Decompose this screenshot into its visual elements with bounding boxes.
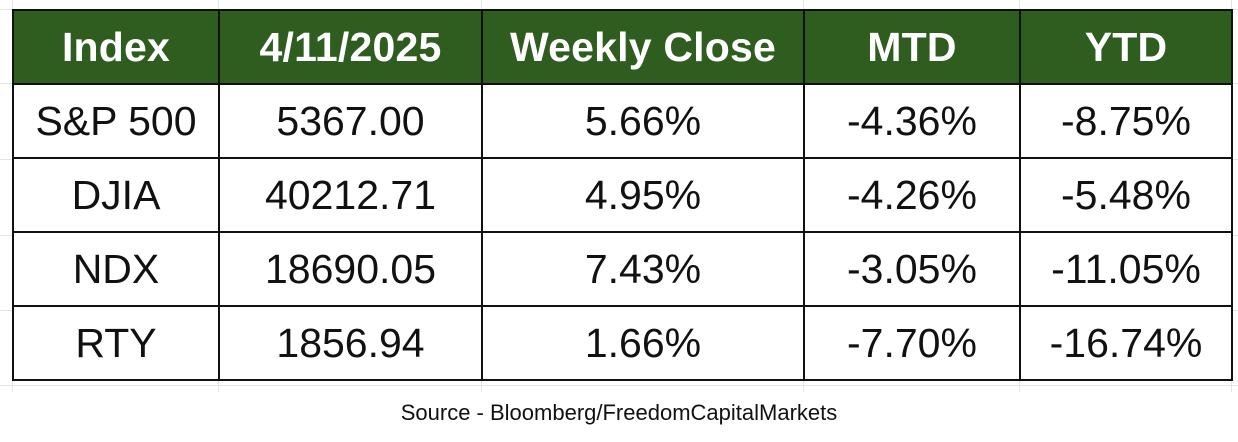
close-value-cell: 5367.00 [218,83,483,159]
mtd-change-cell: -7.70% [803,305,1021,381]
column-header-index: Index [12,9,220,85]
table-row: RTY 1856.94 1.66% -7.70% -16.74% [12,305,1233,381]
index-name-cell: S&P 500 [12,83,220,159]
header-row: Index 4/11/2025 Weekly Close MTD YTD [12,9,1233,85]
column-header-date: 4/11/2025 [218,9,483,85]
ytd-change-cell: -8.75% [1019,83,1233,159]
index-performance-table: Index 4/11/2025 Weekly Close MTD YTD S&P… [12,9,1233,381]
table-row: S&P 500 5367.00 5.66% -4.36% -8.75% [12,83,1233,159]
close-value-cell: 1856.94 [218,305,483,381]
table-row: DJIA 40212.71 4.95% -4.26% -5.48% [12,157,1233,233]
ytd-change-cell: -5.48% [1019,157,1233,233]
weekly-change-cell: 4.95% [481,157,805,233]
close-value-cell: 18690.05 [218,231,483,307]
weekly-change-cell: 7.43% [481,231,805,307]
index-name-cell: NDX [12,231,220,307]
weekly-change-cell: 1.66% [481,305,805,381]
mtd-change-cell: -4.36% [803,83,1021,159]
column-header-mtd: MTD [803,9,1021,85]
ytd-change-cell: -16.74% [1019,305,1233,381]
ytd-change-cell: -11.05% [1019,231,1233,307]
index-name-cell: RTY [12,305,220,381]
column-header-ytd: YTD [1019,9,1233,85]
mtd-change-cell: -3.05% [803,231,1021,307]
weekly-change-cell: 5.66% [481,83,805,159]
index-name-cell: DJIA [12,157,220,233]
column-header-weekly-close: Weekly Close [481,9,805,85]
table-row: NDX 18690.05 7.43% -3.05% -11.05% [12,231,1233,307]
mtd-change-cell: -4.26% [803,157,1021,233]
source-caption: Source - Bloomberg/FreedomCapitalMarkets [400,400,838,425]
close-value-cell: 40212.71 [218,157,483,233]
